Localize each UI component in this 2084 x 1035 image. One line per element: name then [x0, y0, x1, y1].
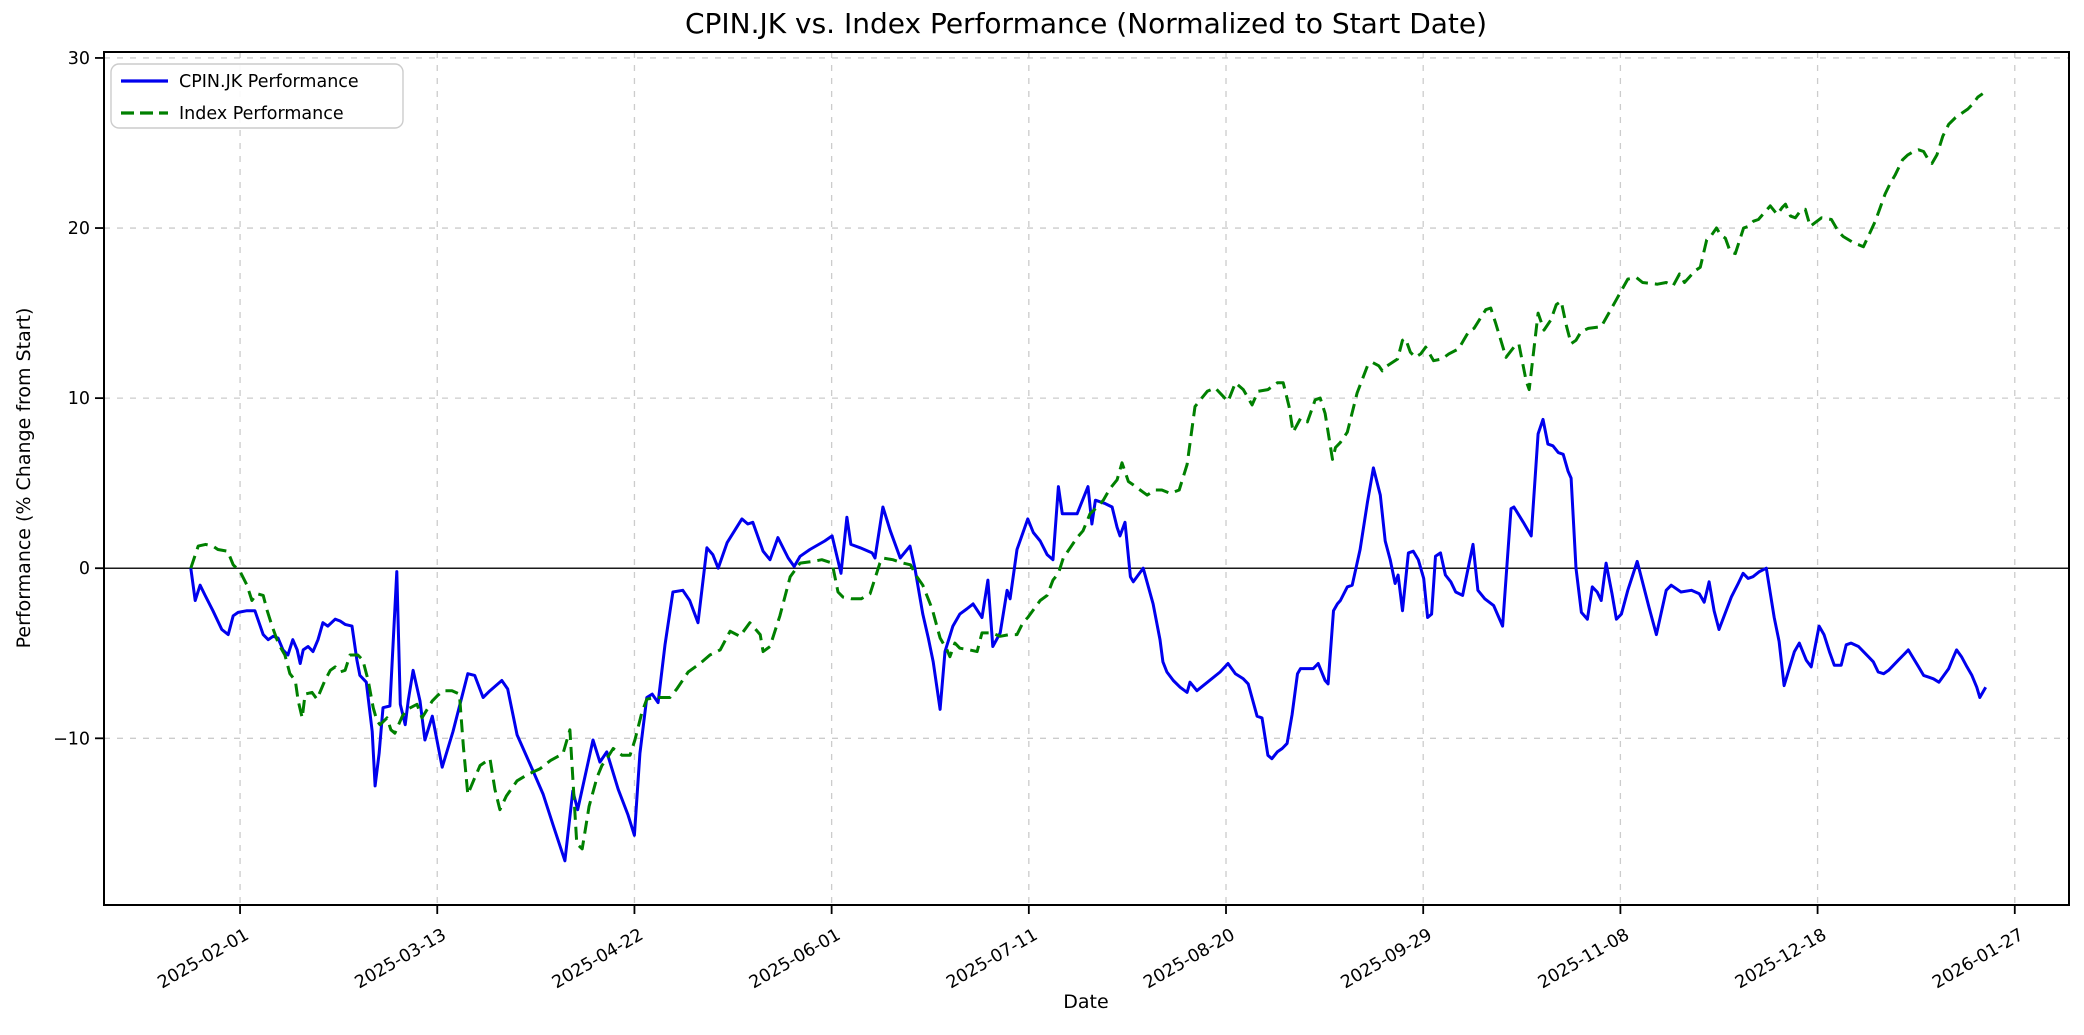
y-tick-label: 10	[68, 389, 90, 409]
x-tick-label: 2025-12-18	[1732, 925, 1830, 993]
series-layer	[189, 92, 1987, 863]
legend-box	[110, 63, 404, 129]
x-tick-label: 2025-09-29	[1338, 925, 1436, 993]
y-tick-label: 20	[68, 219, 90, 239]
gridlines	[104, 52, 2069, 905]
x-tick-label: 2025-08-20	[1140, 925, 1238, 993]
legend-label-index: Index Performance	[179, 104, 344, 124]
series-line-index	[189, 92, 1984, 851]
x-tick-label: 2026-01-27	[1929, 925, 2027, 993]
x-axis-label: Date	[1063, 991, 1108, 1013]
x-tick-label: 2025-06-01	[746, 925, 844, 993]
x-tick-label: 2025-11-08	[1535, 925, 1633, 993]
chart-title: CPIN.JK vs. Index Performance (Normalize…	[685, 7, 1487, 40]
x-tick-label: 2025-07-11	[943, 925, 1041, 993]
y-axis-label: Performance (% Change from Start)	[13, 308, 35, 649]
y-tick-label: 30	[68, 49, 90, 69]
x-tick-label: 2025-02-01	[154, 925, 252, 993]
x-tick-label: 2025-03-13	[352, 925, 450, 993]
plot-border	[103, 51, 2070, 906]
axes-spines	[103, 51, 2070, 906]
x-tick-label: 2025-04-22	[549, 925, 647, 993]
y-tick-label: 0	[79, 559, 90, 579]
legend: CPIN.JK Performance Index Performance	[110, 63, 404, 129]
series-line-cpin	[189, 417, 1987, 863]
y-tick-label: −10	[53, 729, 90, 749]
legend-label-cpin: CPIN.JK Performance	[179, 72, 359, 92]
tick-layer: 30 20 10 0 −10 2025-02-01 2025-03-13 2025-04-22…	[53, 49, 2027, 993]
